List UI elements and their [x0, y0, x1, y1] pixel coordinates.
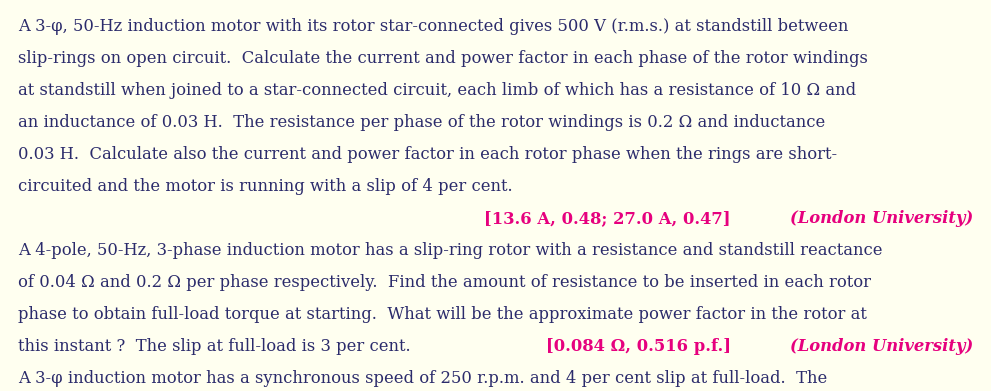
Text: A 3-φ induction motor has a synchronous speed of 250 r.p.m. and 4 per cent slip : A 3-φ induction motor has a synchronous …: [18, 370, 827, 387]
Text: [13.6 A, 0.48; 27.0 A, 0.47]: [13.6 A, 0.48; 27.0 A, 0.47]: [485, 210, 736, 227]
Text: of 0.04 Ω and 0.2 Ω per phase respectively.  Find the amount of resistance to be: of 0.04 Ω and 0.2 Ω per phase respective…: [18, 274, 871, 291]
Text: (London University): (London University): [790, 338, 973, 355]
Text: (London University): (London University): [790, 210, 973, 227]
Text: circuited and the motor is running with a slip of 4 per cent.: circuited and the motor is running with …: [18, 178, 512, 195]
Text: at standstill when joined to a star-connected circuit, each limb of which has a : at standstill when joined to a star-conn…: [18, 82, 856, 99]
Text: [0.084 Ω, 0.516 p.f.]: [0.084 Ω, 0.516 p.f.]: [546, 338, 736, 355]
Text: this instant ?  The slip at full-load is 3 per cent.: this instant ? The slip at full-load is …: [18, 338, 410, 355]
Text: an inductance of 0.03 H.  The resistance per phase of the rotor windings is 0.2 : an inductance of 0.03 H. The resistance …: [18, 114, 826, 131]
Text: 0.03 H.  Calculate also the current and power factor in each rotor phase when th: 0.03 H. Calculate also the current and p…: [18, 146, 837, 163]
Text: slip-rings on open circuit.  Calculate the current and power factor in each phas: slip-rings on open circuit. Calculate th…: [18, 50, 868, 66]
Text: phase to obtain full-load torque at starting.  What will be the approximate powe: phase to obtain full-load torque at star…: [18, 306, 867, 323]
Text: A 3-φ, 50-Hz induction motor with its rotor star-connected gives 500 V (r.m.s.) : A 3-φ, 50-Hz induction motor with its ro…: [18, 18, 848, 34]
Text: A 4-pole, 50-Hz, 3-phase induction motor has a slip-ring rotor with a resistance: A 4-pole, 50-Hz, 3-phase induction motor…: [18, 242, 882, 259]
